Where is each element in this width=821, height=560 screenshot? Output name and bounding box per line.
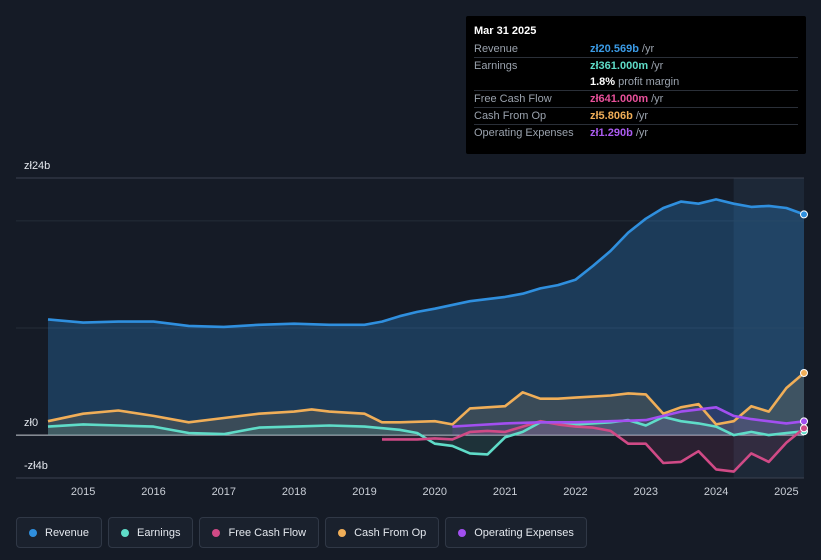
x-tick-label: 2025 [774,486,798,498]
cash-from-op-area [48,373,804,436]
tooltip-row-revenue: Revenue zł20.569b/yr [474,41,798,57]
free-cash-flow-line [382,419,805,473]
tooltip-unit: /yr [635,110,649,122]
legend-label: Operating Expenses [474,526,574,539]
y-label-top: zł24b [24,160,51,172]
tooltip-value: zł1.290b [590,127,633,139]
tooltip-value: zł641.000m [590,93,649,105]
x-tick-label: 2018 [282,486,306,498]
x-tick-label: 2023 [634,486,658,498]
free-cash-flow-area [382,421,804,472]
tooltip-value: zł361.000m [590,60,649,72]
legend-earnings[interactable]: Earnings [108,517,194,548]
tooltip-label: Cash From Op [474,110,547,122]
chart-legend: Revenue Earnings Free Cash Flow Cash Fro… [16,517,587,548]
tooltip-date: Mar 31 2025 [474,25,537,37]
x-tick-label: 2022 [563,486,587,498]
tooltip-row-earnings: Earnings zł361.000m/yr [474,57,798,74]
x-tick-label: 2021 [493,486,517,498]
tooltip-unit: /yr [641,43,655,55]
tooltip-label: Revenue [474,43,519,55]
legend-dot-icon [121,528,130,537]
legend-dot-icon [212,528,221,537]
cash-from-op-line [47,372,805,426]
legend-revenue[interactable]: Revenue [16,517,103,548]
y-label-bottom: -zł4b [24,460,48,472]
legend-operating-expenses[interactable]: Operating Expenses [445,517,587,548]
tooltip-label: Operating Expenses [474,127,574,139]
tooltip-unit: /yr [651,60,664,72]
tooltip-value: zł20.569b [590,43,639,55]
tooltip-label: Free Cash Flow [474,93,552,105]
legend-label: Earnings [137,526,181,539]
operating-expenses-endpoint [800,417,808,426]
legend-dot-icon [338,528,347,537]
operating-expenses-line [452,405,805,428]
earnings-line [47,415,805,456]
tooltip-row-fcf: Free Cash Flow zł641.000m/yr [474,90,798,107]
legend-label: Free Cash Flow [228,526,307,539]
revenue-area [48,199,804,436]
tooltip-label [474,74,590,90]
revenue-line [47,198,805,329]
free-cash-flow-endpoint [800,424,808,433]
tooltip-value: 1.8% [590,76,616,88]
x-tick-label: 2019 [352,486,376,498]
x-tick-label: 2020 [423,486,447,498]
legend-label: Cash From Op [354,526,427,539]
tooltip-unit: profit margin [618,76,680,88]
legend-label: Revenue [45,526,90,539]
tooltip-unit: /yr [635,127,649,139]
y-label-zero: zł0 [24,417,39,429]
legend-dot-icon [29,528,37,537]
revenue-endpoint [800,210,808,219]
tooltip-label: Earnings [474,60,518,72]
tooltip-row-cfo: Cash From Op zł5.806b/yr [474,107,798,124]
x-tick-label: 2015 [71,486,95,498]
x-tick-label: 2016 [141,486,165,498]
tooltip-row-opex: Operating Expenses zł1.290b/yr [474,124,798,141]
x-tick-label: 2017 [212,486,236,498]
cash-from-op-endpoint [800,369,808,377]
legend-dot-icon [458,528,467,537]
tooltip-value: zł5.806b [590,110,633,122]
x-tick-label: 2024 [704,486,728,498]
tooltip-unit: /yr [651,93,664,105]
legend-free-cash-flow[interactable]: Free Cash Flow [199,517,320,548]
tooltip-row-margin: 1.8% profit margin [474,74,798,90]
legend-cash-from-op[interactable]: Cash From Op [325,517,440,548]
earnings-area [48,416,804,455]
data-tooltip: Mar 31 2025 Revenue zł20.569b/yr Earning… [466,16,806,154]
